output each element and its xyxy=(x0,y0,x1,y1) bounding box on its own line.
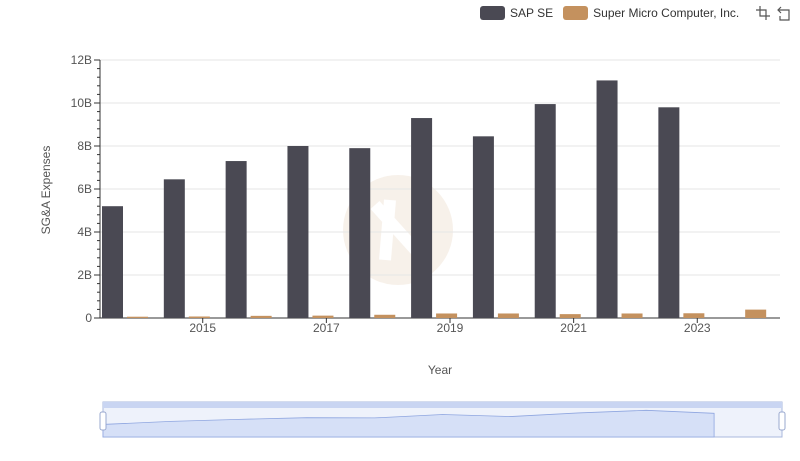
bar-sap-2020[interactable] xyxy=(472,136,494,318)
x-tick-label: 2021 xyxy=(560,321,587,335)
legend-swatch xyxy=(563,6,589,20)
bar-smci-2014[interactable] xyxy=(127,316,148,318)
bar-sap-2023[interactable] xyxy=(658,107,680,318)
y-tick-label: 4B xyxy=(77,225,92,239)
x-tick-label: 2015 xyxy=(189,321,216,335)
zoom-reset-icon[interactable] xyxy=(777,5,793,21)
y-tick-label: 2B xyxy=(77,268,92,282)
bar-smci-2016[interactable] xyxy=(250,315,272,318)
bar-smci-2015[interactable] xyxy=(188,316,210,318)
bar-smci-2020[interactable] xyxy=(497,313,519,318)
y-tick-label: 6B xyxy=(77,182,92,196)
x-axis-title: Year xyxy=(428,363,452,377)
bar-smci-2018[interactable] xyxy=(374,314,396,318)
bar-smci-2023[interactable] xyxy=(683,313,705,318)
legend-label: Super Micro Computer, Inc. xyxy=(593,6,740,20)
y-tick-label: 10B xyxy=(71,96,92,110)
x-tick-label: 2017 xyxy=(313,321,340,335)
zoom-select-icon[interactable] xyxy=(755,5,771,21)
bar-sap-2015[interactable] xyxy=(163,179,185,318)
bar-sap-2019[interactable] xyxy=(411,118,433,318)
bar-sap-2017[interactable] xyxy=(287,146,309,318)
bar-sap-2014[interactable] xyxy=(102,206,123,318)
y-axis-title: SG&A Expenses xyxy=(39,146,53,235)
bar-sap-2016[interactable] xyxy=(225,161,247,318)
legend: SAP SE Super Micro Computer, Inc. xyxy=(480,4,793,22)
zoom-handle-left[interactable] xyxy=(99,411,107,431)
y-tick-label: 12B xyxy=(71,53,92,67)
legend-label: SAP SE xyxy=(510,6,554,20)
y-tick-label: 8B xyxy=(77,139,92,153)
bar-smci-2024[interactable] xyxy=(745,309,767,318)
x-tick-label: 2019 xyxy=(437,321,464,335)
bar-sap-2018[interactable] xyxy=(349,148,371,318)
legend-item-0[interactable]: SAP SE xyxy=(480,6,553,20)
bar-smci-2022[interactable] xyxy=(621,313,643,318)
zoom-slider-preview xyxy=(102,409,715,438)
x-tick-label: 2023 xyxy=(684,321,711,335)
legend-item-1[interactable]: Super Micro Computer, Inc. xyxy=(563,6,739,20)
bar-smci-2017[interactable] xyxy=(312,315,334,318)
legend-swatch xyxy=(480,6,505,20)
zoom-handle-right[interactable] xyxy=(778,411,786,431)
zoom-slider-drag-bar[interactable] xyxy=(103,402,782,408)
y-tick-label: 0 xyxy=(85,311,92,325)
bar-smci-2021[interactable] xyxy=(559,314,581,318)
bar-sap-2022[interactable] xyxy=(596,80,618,318)
bar-sap-2021[interactable] xyxy=(534,104,556,318)
bar-smci-2019[interactable] xyxy=(436,313,458,318)
